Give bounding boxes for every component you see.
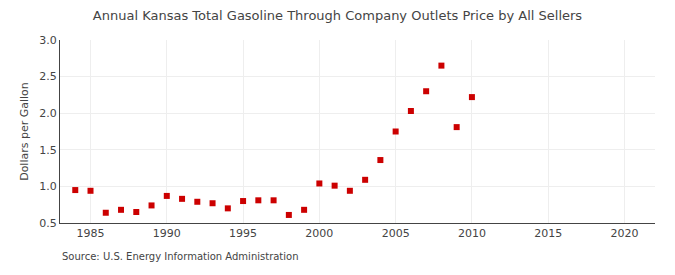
- svg-text:2.0: 2.0: [39, 107, 57, 120]
- svg-text:Annual Kansas Total Gasoline T: Annual Kansas Total Gasoline Through Com…: [93, 8, 583, 23]
- svg-text:3.0: 3.0: [39, 34, 57, 47]
- svg-text:Dollars per Gallon: Dollars per Gallon: [18, 82, 31, 181]
- svg-text:1.5: 1.5: [39, 144, 57, 157]
- svg-text:2020: 2020: [610, 227, 638, 240]
- svg-text:1.0: 1.0: [39, 180, 57, 193]
- svg-text:0.5: 0.5: [39, 217, 57, 230]
- svg-text:1990: 1990: [153, 227, 181, 240]
- svg-text:1985: 1985: [77, 227, 105, 240]
- svg-text:2000: 2000: [305, 227, 333, 240]
- svg-text:1995: 1995: [229, 227, 257, 240]
- svg-text:2005: 2005: [382, 227, 410, 240]
- svg-text:2015: 2015: [534, 227, 562, 240]
- svg-text:Source: U.S. Energy Informatio: Source: U.S. Energy Information Administ…: [62, 251, 299, 262]
- svg-text:2.5: 2.5: [39, 70, 57, 83]
- svg-text:2010: 2010: [458, 227, 486, 240]
